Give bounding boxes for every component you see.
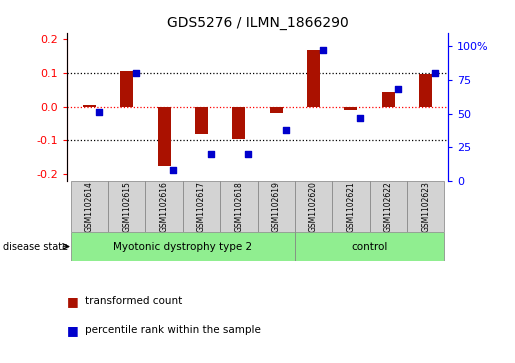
Point bbox=[431, 70, 439, 76]
FancyBboxPatch shape bbox=[407, 181, 444, 232]
Point bbox=[244, 151, 252, 157]
FancyBboxPatch shape bbox=[295, 181, 332, 232]
Point bbox=[132, 70, 140, 76]
Point bbox=[169, 167, 178, 173]
Text: GSM1102615: GSM1102615 bbox=[122, 181, 131, 232]
Text: Myotonic dystrophy type 2: Myotonic dystrophy type 2 bbox=[113, 241, 252, 252]
Text: GSM1102614: GSM1102614 bbox=[85, 181, 94, 232]
FancyBboxPatch shape bbox=[332, 181, 370, 232]
Bar bbox=[195, 107, 208, 134]
FancyBboxPatch shape bbox=[258, 181, 295, 232]
Bar bbox=[307, 49, 320, 107]
FancyBboxPatch shape bbox=[145, 181, 183, 232]
Bar bbox=[345, 107, 357, 110]
Text: GSM1102623: GSM1102623 bbox=[421, 181, 430, 232]
Point bbox=[95, 109, 103, 115]
Point bbox=[207, 151, 215, 157]
Bar bbox=[120, 72, 133, 107]
Text: GSM1102622: GSM1102622 bbox=[384, 181, 393, 232]
Text: transformed count: transformed count bbox=[85, 296, 182, 306]
Text: GSM1102620: GSM1102620 bbox=[309, 181, 318, 232]
Text: ■: ■ bbox=[67, 324, 79, 337]
Text: GSM1102617: GSM1102617 bbox=[197, 181, 206, 232]
FancyBboxPatch shape bbox=[71, 181, 108, 232]
FancyBboxPatch shape bbox=[183, 181, 220, 232]
Point bbox=[393, 86, 402, 92]
FancyBboxPatch shape bbox=[220, 181, 258, 232]
Title: GDS5276 / ILMN_1866290: GDS5276 / ILMN_1866290 bbox=[167, 16, 348, 30]
FancyBboxPatch shape bbox=[71, 232, 295, 261]
Text: GSM1102616: GSM1102616 bbox=[160, 181, 168, 232]
FancyBboxPatch shape bbox=[295, 232, 444, 261]
Bar bbox=[158, 107, 170, 166]
Bar bbox=[232, 107, 245, 139]
Text: percentile rank within the sample: percentile rank within the sample bbox=[85, 325, 261, 335]
Text: GSM1102618: GSM1102618 bbox=[234, 181, 243, 232]
Point bbox=[319, 47, 327, 53]
Text: disease state: disease state bbox=[3, 241, 67, 252]
Text: control: control bbox=[351, 241, 388, 252]
FancyBboxPatch shape bbox=[370, 181, 407, 232]
Text: GSM1102621: GSM1102621 bbox=[347, 181, 355, 232]
Bar bbox=[382, 92, 395, 107]
Point bbox=[356, 115, 365, 121]
Text: ■: ■ bbox=[67, 295, 79, 308]
Text: GSM1102619: GSM1102619 bbox=[272, 181, 281, 232]
FancyBboxPatch shape bbox=[108, 181, 145, 232]
Bar bbox=[270, 107, 283, 113]
Bar bbox=[83, 105, 96, 107]
Point bbox=[281, 127, 289, 132]
Bar bbox=[419, 74, 432, 107]
